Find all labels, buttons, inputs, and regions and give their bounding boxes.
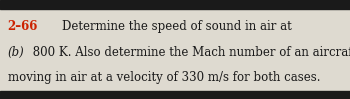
Bar: [0, 91, 350, 99]
Text: Determine the speed of sound in air at: Determine the speed of sound in air at: [47, 20, 295, 33]
Bar: [0, 0, 350, 9]
Text: 2–66: 2–66: [8, 20, 38, 33]
Text: 800 K. Also determine the Mach number of an aircraft: 800 K. Also determine the Mach number of…: [29, 46, 350, 59]
Text: (b): (b): [8, 46, 25, 59]
Text: moving in air at a velocity of 330 m/s for both cases.: moving in air at a velocity of 330 m/s f…: [8, 71, 320, 84]
